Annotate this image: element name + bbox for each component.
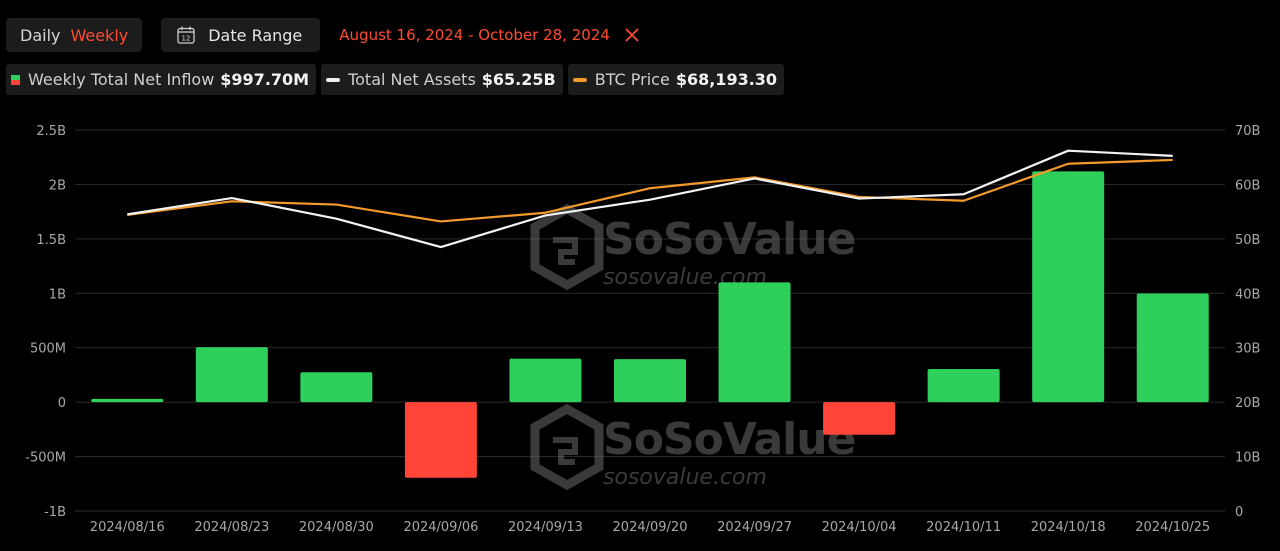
legend-btc-value: $68,193.30 [675,70,778,89]
watermark-logo-icon [530,203,604,291]
y-right-tick-label: 50B [1235,233,1260,248]
y-right-tick-label: 0 [1235,505,1243,520]
clear-range-button[interactable] [624,27,640,43]
legend-btc-label: BTC Price [594,70,670,89]
legend-assets[interactable]: Total Net Assets $65.25B [321,64,563,95]
legend-inflow-label: Weekly Total Net Inflow [28,70,215,89]
selected-range: August 16, 2024 - October 28, 2024 [339,26,610,44]
x-tick-label: 2024/08/16 [90,520,165,535]
watermark-logo-mark [553,437,578,465]
x-tick-label: 2024/08/23 [194,520,269,535]
inflow-bar [1032,171,1105,403]
y-left-tick-label: -1B [44,505,66,520]
toolbar: Daily Weekly 12 Date Range August 16, 20… [6,18,640,52]
y-left-tick-label: 500M [30,342,66,357]
x-tick-label: 2024/10/11 [926,520,1001,535]
x-tick-label: 2024/09/20 [613,520,688,535]
x-tick-label: 2024/09/27 [717,520,792,535]
close-icon [625,28,639,42]
date-range-button[interactable]: 12 Date Range [161,18,321,52]
y-right-tick-label: 70B [1235,124,1260,139]
inflow-bar [614,359,686,403]
y-left-tick-label: 2B [49,178,66,193]
y-left-tick-label: 1.5B [36,233,66,248]
daily-tab[interactable]: Daily [20,25,61,45]
x-tick-label: 2024/09/06 [403,520,478,535]
y-left-tick-label: 0 [58,396,66,411]
legend-btc[interactable]: BTC Price $68,193.30 [567,64,785,95]
legend-inflow[interactable]: Weekly Total Net Inflow $997.70M [6,64,317,95]
watermark-brand: SoSoValue [603,214,855,265]
watermark-logo-icon [530,403,604,491]
x-tick-label: 2024/10/18 [1031,520,1106,535]
inflow-bar [91,398,164,403]
weekly-tab[interactable]: Weekly [70,25,129,45]
calendar-day: 12 [182,35,191,43]
watermark-brand: SoSoValue [603,414,855,465]
x-tick-label: 2024/08/30 [299,520,374,535]
interval-toggle: Daily Weekly [6,18,143,52]
inflow-swatch [11,74,20,85]
inflow-bar [927,368,1000,403]
legend-assets-value: $65.25B [481,70,556,89]
y-right-tick-label: 40B [1235,287,1260,302]
total-net-assets-line [127,149,1173,249]
date-range-label: Date Range [208,25,303,45]
y-right-tick-label: 30B [1235,342,1260,357]
legend-inflow-value: $997.70M [220,70,310,89]
btc-swatch [572,77,587,82]
x-tick-label: 2024/09/13 [508,520,583,535]
inflow-bar [195,347,268,403]
legend: Weekly Total Net Inflow $997.70M Total N… [6,64,789,95]
inflow-bar [823,402,896,435]
assets-swatch [326,77,341,82]
inflow-bar [509,358,582,403]
y-left-tick-label: -500M [25,451,66,466]
inflow-bar [718,282,791,403]
y-left-tick-label: 2.5B [36,124,66,139]
y-left-tick-label: 1B [49,287,66,302]
watermark-site: sosovalue.com [603,465,767,490]
x-tick-label: 2024/10/25 [1135,520,1210,535]
btc-price-line [127,158,1173,223]
inflow-bar [300,372,373,403]
watermark-logo-mark [553,237,578,265]
y-right-tick-label: 60B [1235,178,1260,193]
y-right-tick-label: 10B [1235,451,1260,466]
calendar-icon: 12 [177,26,195,44]
x-tick-label: 2024/10/04 [822,520,897,535]
inflow-bar [404,402,477,478]
legend-assets-label: Total Net Assets [348,70,476,89]
y-right-tick-label: 20B [1235,396,1260,411]
inflow-bar [1136,293,1209,403]
